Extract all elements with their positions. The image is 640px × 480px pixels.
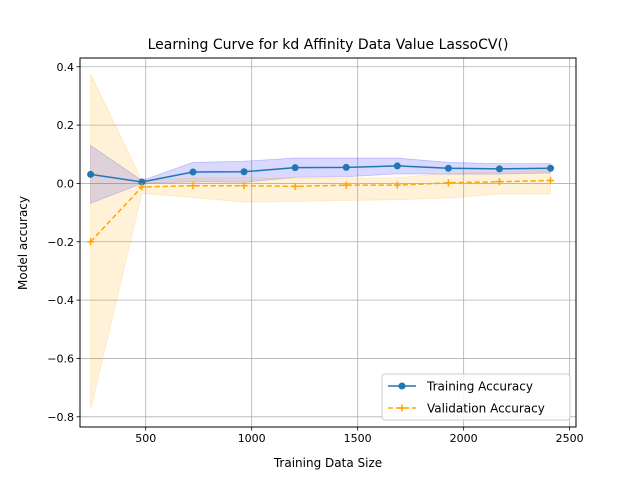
x-tick-label: 1500 — [344, 432, 372, 445]
x-tick-label: 500 — [135, 432, 156, 445]
validation-accuracy-line — [90, 179, 551, 243]
y-tick-label: −0.2 — [47, 236, 74, 249]
legend-training-marker — [398, 382, 406, 390]
validation-accuracy-point — [291, 182, 299, 190]
training-accuracy-point — [138, 178, 146, 186]
x-tick-label: 2500 — [556, 432, 584, 445]
plot-frame — [79, 57, 577, 428]
validation-accuracy-band — [90, 73, 551, 410]
validation-accuracy-point — [138, 183, 146, 191]
validation-accuracy-point — [495, 178, 503, 186]
validation-accuracy-point — [342, 181, 350, 189]
training-accuracy-point — [495, 165, 503, 173]
legend: Training Accuracy Validation Accuracy — [381, 373, 571, 421]
training-accuracy-point — [342, 163, 350, 171]
validation-accuracy-point — [444, 179, 452, 187]
y-tick-label: −0.6 — [47, 352, 74, 365]
x-axis-label: Training Data Size — [273, 456, 382, 470]
training-accuracy-point — [393, 162, 401, 170]
training-accuracy-point — [87, 170, 95, 178]
validation-accuracy-point — [547, 177, 555, 185]
confidence-bands — [90, 73, 551, 410]
legend-validation-label: Validation Accuracy — [427, 402, 545, 416]
validation-accuracy-point — [189, 182, 197, 190]
axis-ticks: 500 1000 1500 2000 2500 −0.8 −0.6 −0.4 −0.2 0.0 0.… — [47, 61, 583, 445]
y-axis-label: Model accuracy — [16, 196, 30, 290]
y-tick-label: 0.4 — [57, 61, 75, 74]
training-accuracy-point — [444, 164, 452, 172]
training-accuracy-point — [547, 164, 555, 172]
training-accuracy-point — [189, 168, 197, 176]
legend-training-label: Training Accuracy — [426, 380, 533, 394]
y-tick-label: −0.4 — [47, 294, 74, 307]
training-accuracy-point — [240, 168, 248, 176]
legend-box — [381, 373, 571, 421]
chart-title: Learning Curve for kd Affinity Data Valu… — [148, 37, 509, 53]
x-tick-label: 2000 — [450, 432, 478, 445]
x-tick-label: 1000 — [238, 432, 266, 445]
validation-accuracy-point — [240, 182, 248, 190]
validation-accuracy-point — [87, 238, 95, 246]
training-accuracy-line — [90, 165, 551, 183]
validation-accuracy-point — [393, 181, 401, 189]
y-tick-label: 0.0 — [57, 177, 75, 190]
y-tick-label: −0.8 — [47, 411, 74, 424]
training-accuracy-point — [291, 164, 299, 172]
grid — [80, 58, 576, 427]
legend-validation-marker — [398, 404, 406, 412]
y-tick-label: 0.2 — [57, 119, 75, 132]
series-lines — [87, 162, 555, 246]
training-accuracy-band — [90, 144, 551, 204]
